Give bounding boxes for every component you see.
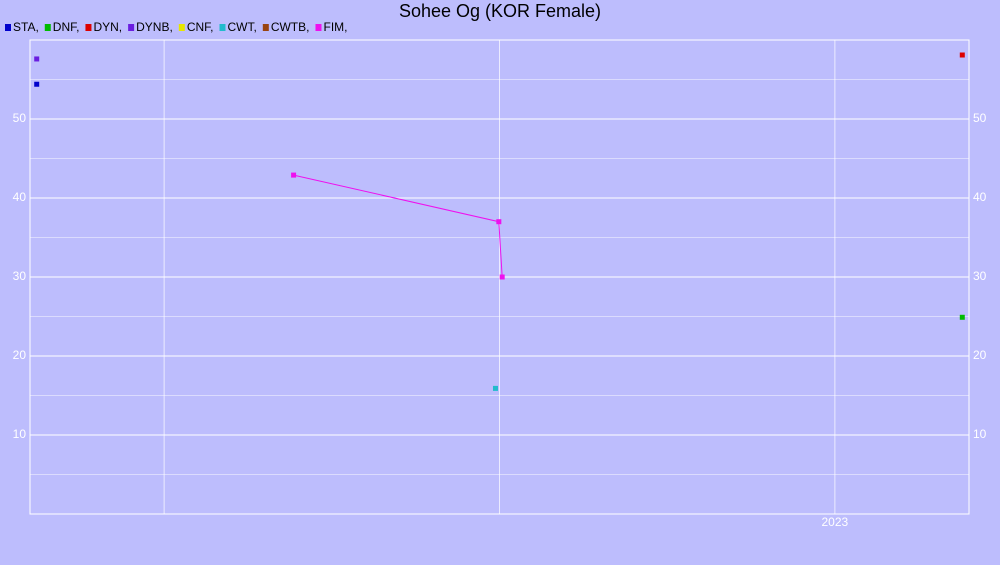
legend-label: STA, [13,20,39,34]
legend-label: DYNB, [136,20,173,34]
data-point [34,81,40,87]
legend-swatch [85,24,92,31]
y2-tick-label: 20 [973,348,987,362]
legend-label: CNF, [187,20,214,34]
legend-swatch [178,24,185,31]
y2-tick-label: 40 [973,190,987,204]
legend-swatch [262,24,269,31]
y-tick-label: 20 [13,348,27,362]
legend-label: FIM, [323,20,347,34]
legend-swatch [219,24,226,31]
chart-title: Sohee Og (KOR Female) [399,1,601,21]
legend-label: CWTB, [271,20,310,34]
legend-swatch [128,24,135,31]
y2-tick-label: 30 [973,269,987,283]
data-point [496,219,502,225]
y-tick-label: 10 [13,427,27,441]
legend-swatch [315,24,322,31]
data-point [34,56,40,62]
legend-label: CWT, [227,20,256,34]
y-tick-label: 50 [13,111,27,125]
y-tick-label: 30 [13,269,27,283]
data-point [959,314,965,320]
legend-swatch [44,24,51,31]
data-point [499,274,505,280]
y2-tick-label: 10 [973,427,987,441]
data-point [492,385,498,391]
data-point [291,172,297,178]
legend-swatch [5,24,11,31]
y-tick-label: 40 [13,190,27,204]
legend-label: DYN, [93,20,122,34]
y2-tick-label: 50 [973,111,987,125]
data-point [959,52,965,58]
x-tick-label: 2023 [822,515,849,529]
legend-label: DNF, [53,20,80,34]
